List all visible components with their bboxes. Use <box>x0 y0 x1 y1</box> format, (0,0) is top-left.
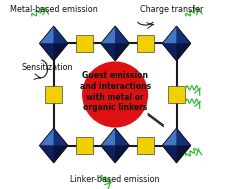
Polygon shape <box>115 146 129 163</box>
Polygon shape <box>177 146 191 163</box>
Polygon shape <box>101 26 115 43</box>
Text: Metal-based emission: Metal-based emission <box>10 5 98 14</box>
Polygon shape <box>115 43 129 61</box>
Polygon shape <box>101 146 115 163</box>
Polygon shape <box>39 146 54 163</box>
Polygon shape <box>162 43 177 61</box>
Polygon shape <box>137 137 154 154</box>
Polygon shape <box>39 128 68 163</box>
Polygon shape <box>177 43 191 61</box>
Polygon shape <box>101 26 129 61</box>
Polygon shape <box>45 86 62 103</box>
Text: Guest emission
and interactions
with metal or
organic linkers: Guest emission and interactions with met… <box>79 71 151 112</box>
Polygon shape <box>162 128 191 163</box>
Text: Charge transfer: Charge transfer <box>140 5 203 14</box>
Polygon shape <box>162 26 191 61</box>
Polygon shape <box>76 137 93 154</box>
Polygon shape <box>177 26 191 43</box>
Polygon shape <box>137 35 154 52</box>
Polygon shape <box>54 128 68 146</box>
Polygon shape <box>76 35 93 52</box>
Polygon shape <box>162 128 177 146</box>
Polygon shape <box>101 128 115 146</box>
Polygon shape <box>115 128 129 146</box>
Polygon shape <box>39 26 68 61</box>
Polygon shape <box>54 26 68 43</box>
Polygon shape <box>162 146 177 163</box>
Polygon shape <box>115 26 129 43</box>
Polygon shape <box>54 146 68 163</box>
Polygon shape <box>39 26 54 43</box>
Text: Sensitization: Sensitization <box>22 63 73 72</box>
Polygon shape <box>177 128 191 146</box>
Text: Linker-based emission: Linker-based emission <box>70 175 160 184</box>
Polygon shape <box>101 43 115 61</box>
Polygon shape <box>162 26 177 43</box>
Polygon shape <box>39 43 54 61</box>
Polygon shape <box>101 128 129 163</box>
Polygon shape <box>168 86 185 103</box>
Circle shape <box>82 61 148 128</box>
Polygon shape <box>39 128 54 146</box>
Polygon shape <box>54 43 68 61</box>
